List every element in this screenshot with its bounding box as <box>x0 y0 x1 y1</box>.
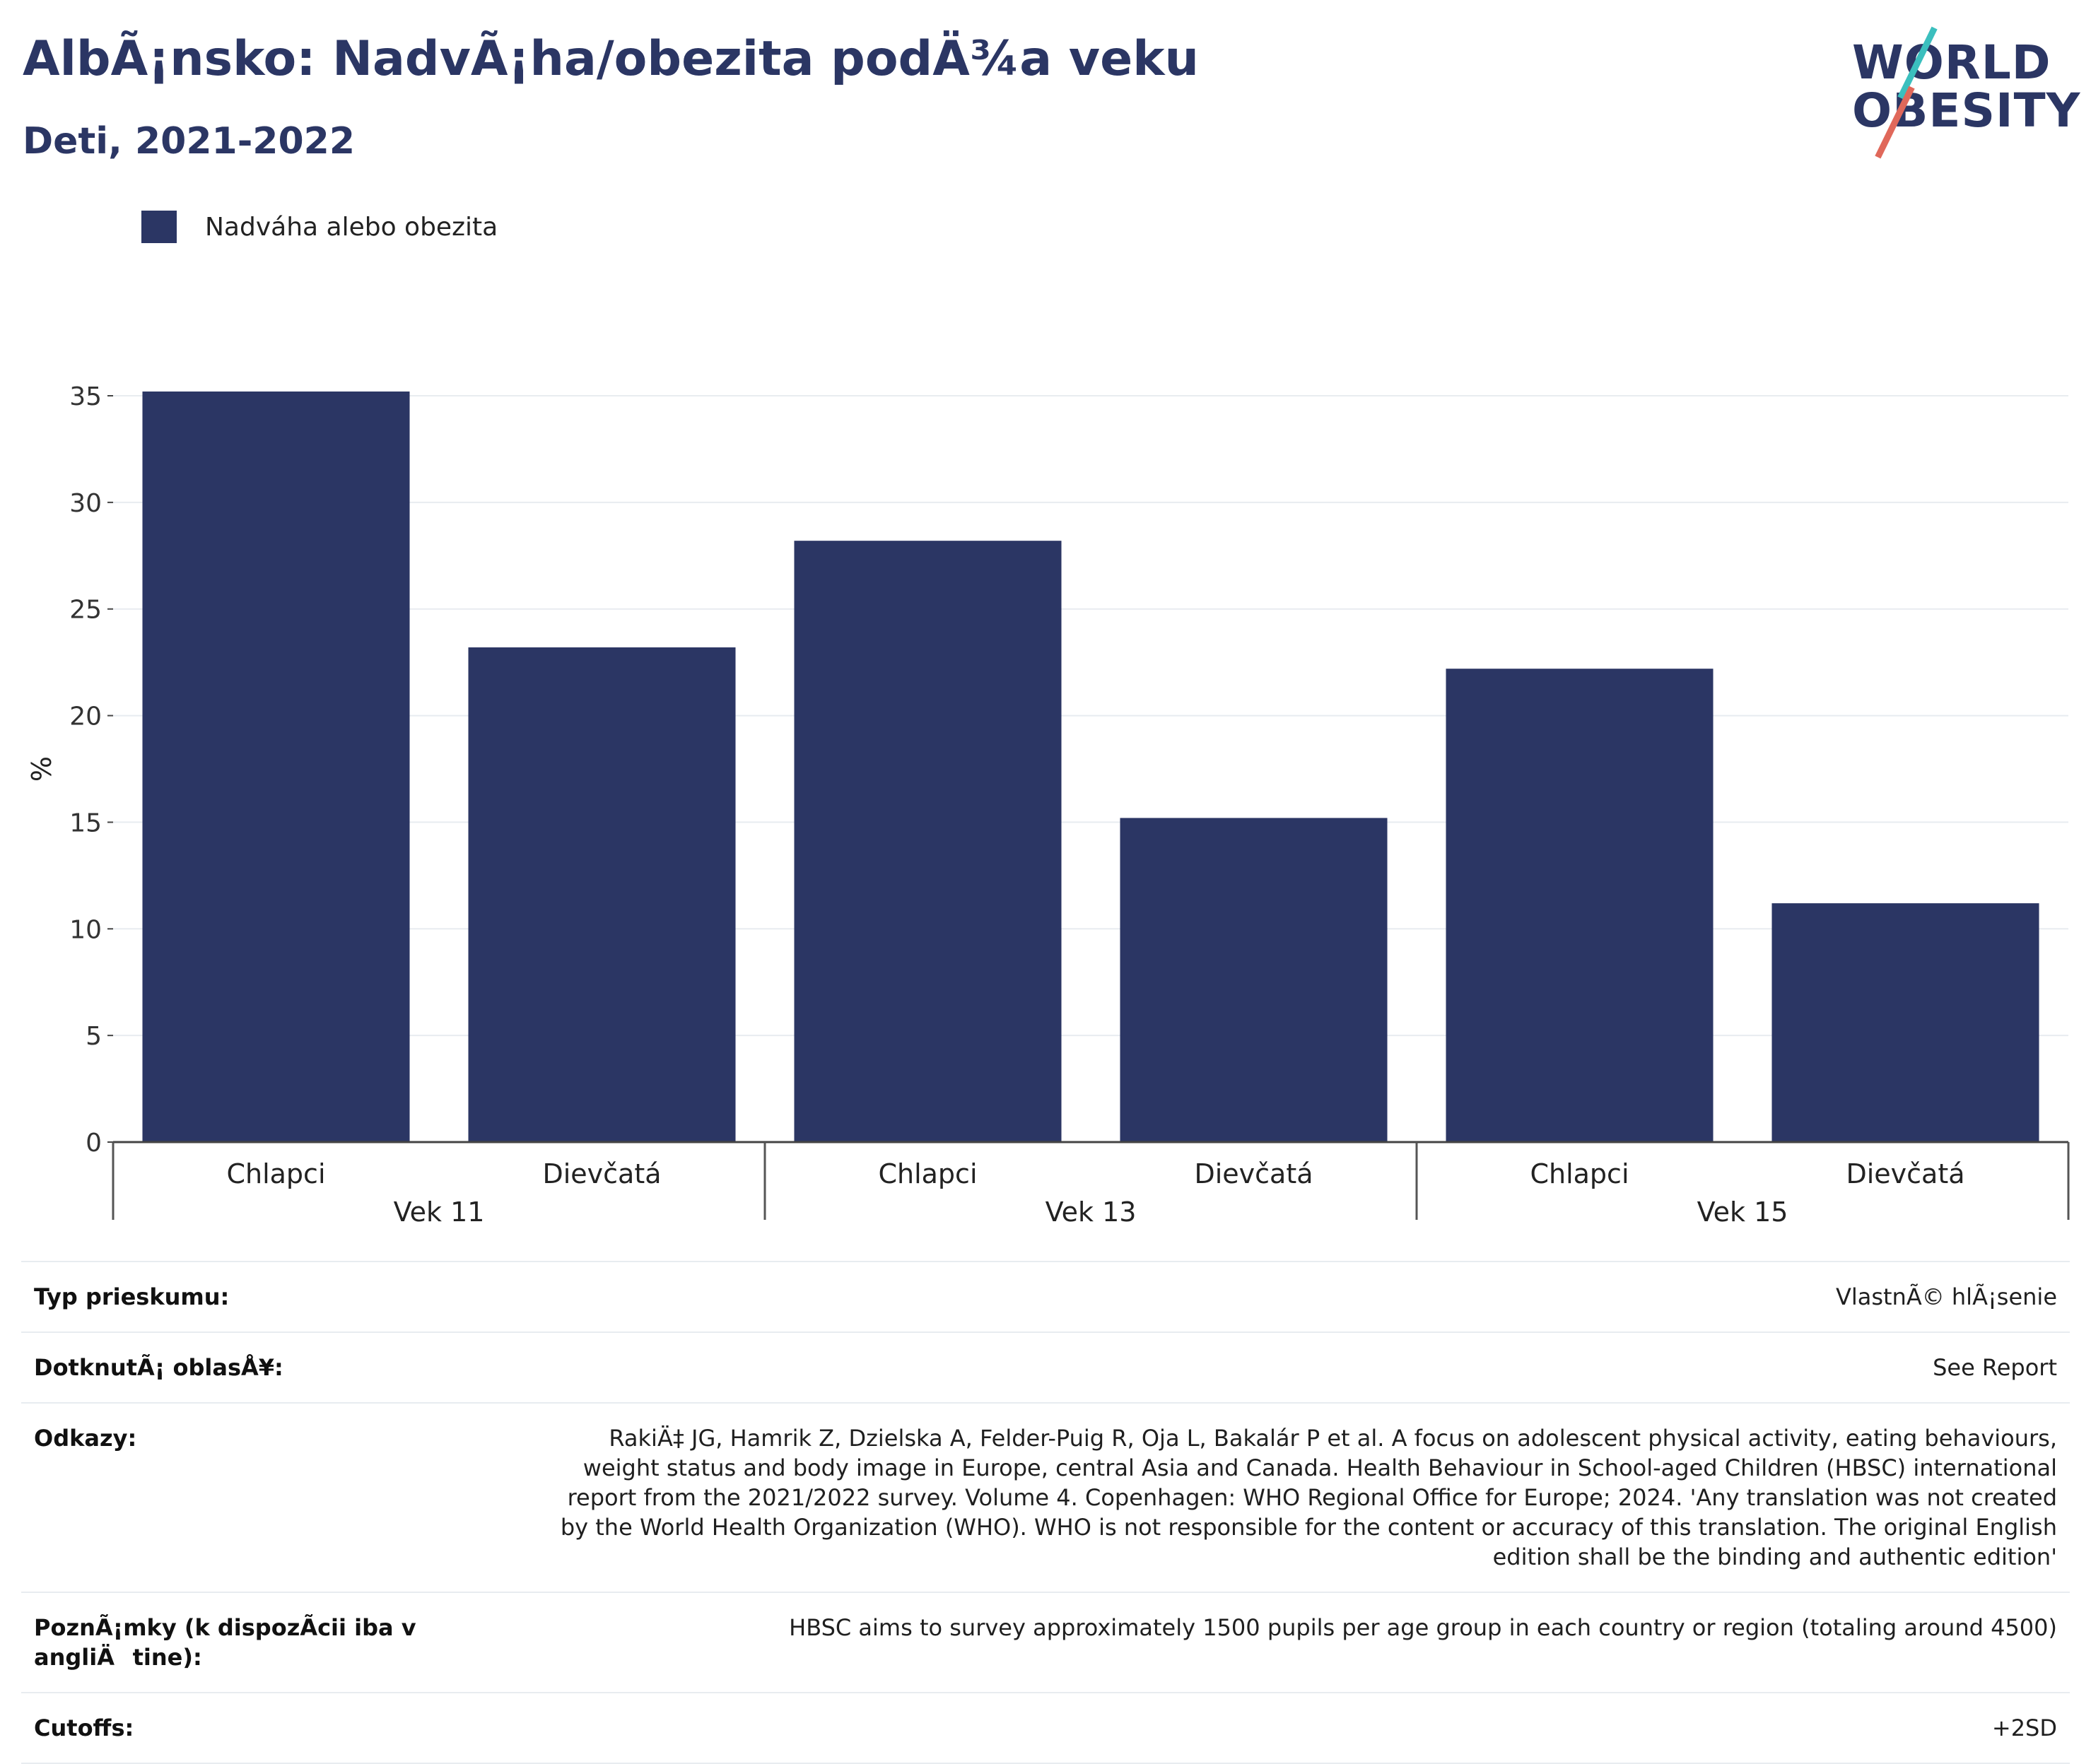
info-label: PoznÃ¡mky (k dispozÃcii iba v angliÄtin… <box>34 1614 416 1671</box>
x-category-label: Dievčatá <box>1846 1158 1964 1189</box>
info-label: Odkazy: <box>34 1425 137 1452</box>
info-row-survey-type: Typ prieskumu: VlastnÃ© hlÃ¡senie <box>21 1261 2070 1331</box>
info-value: RakiÄ‡ JG, Hamrik Z, Dzielska A, Felder-… <box>560 1425 2057 1570</box>
legend-label: Nadváha alebo obezita <box>205 212 498 242</box>
world-obesity-logo: WORLD OBESITY <box>1838 21 2080 159</box>
x-category-label: Chlapci <box>226 1158 325 1189</box>
info-value: HBSC aims to survey approximately 1500 p… <box>789 1614 2057 1641</box>
x-category-label: Chlapci <box>1530 1158 1629 1189</box>
chart-legend[interactable]: Nadváha alebo obezita <box>141 211 498 243</box>
info-row-cutoffs: Cutoffs: +2SD <box>21 1692 2070 1764</box>
info-row-notes: PoznÃ¡mky (k dispozÃcii iba v angliÄtin… <box>21 1592 2070 1692</box>
info-label: Cutoffs: <box>34 1715 134 1741</box>
info-label: DotknutÃ¡ oblasÅ¥: <box>34 1354 283 1381</box>
x-group-label: Vek 11 <box>394 1196 485 1228</box>
bar-chart: 0 5 10 15 20 25 30 35% Chlapci Dievčatá Chlapci Die… <box>26 382 2070 1228</box>
y-tick-label: 5 <box>86 1022 102 1051</box>
y-tick-label: 25 <box>69 596 102 625</box>
x-category-label: Chlapci <box>878 1158 977 1189</box>
bar <box>468 647 736 1142</box>
y-tick-label: 0 <box>86 1129 102 1158</box>
bar <box>1771 903 2039 1142</box>
info-value: See Report <box>1933 1354 2057 1381</box>
info-row-area: DotknutÃ¡ oblasÅ¥: See Report <box>21 1331 2070 1402</box>
y-tick-label: 10 <box>69 915 102 944</box>
y-tick-label: 20 <box>69 702 102 731</box>
y-tick-label: 15 <box>69 808 102 837</box>
info-table: Typ prieskumu: VlastnÃ© hlÃ¡senie Dotknu… <box>21 1261 2070 1764</box>
info-value: +2SD <box>1991 1715 2057 1741</box>
y-axis-label: % <box>26 756 57 782</box>
x-category-label: Dievčatá <box>1194 1158 1313 1189</box>
info-value: VlastnÃ© hlÃ¡senie <box>1835 1283 2057 1310</box>
legend-swatch <box>141 211 177 243</box>
bar <box>1446 669 1714 1142</box>
x-category-label: Dievčatá <box>542 1158 661 1189</box>
x-group-label: Vek 13 <box>1046 1196 1137 1228</box>
chart-subtitle: Deti, 2021-2022 <box>23 120 356 163</box>
info-row-references: Odkazy: RakiÄ‡ JG, Hamrik Z, Dzielska A,… <box>21 1402 2070 1592</box>
bar <box>1120 818 1388 1142</box>
y-tick-label: 30 <box>69 489 102 518</box>
bar <box>142 391 410 1142</box>
y-tick-label: 35 <box>69 382 102 411</box>
bar <box>794 541 1062 1142</box>
info-label: Typ prieskumu: <box>34 1283 230 1310</box>
x-group-label: Vek 15 <box>1697 1196 1788 1228</box>
chart-title: AlbÃ¡nsko: NadvÃ¡ha/obezita podÄ¾a veku <box>23 31 1199 87</box>
logo-word-world: WORLD <box>1852 35 2051 90</box>
